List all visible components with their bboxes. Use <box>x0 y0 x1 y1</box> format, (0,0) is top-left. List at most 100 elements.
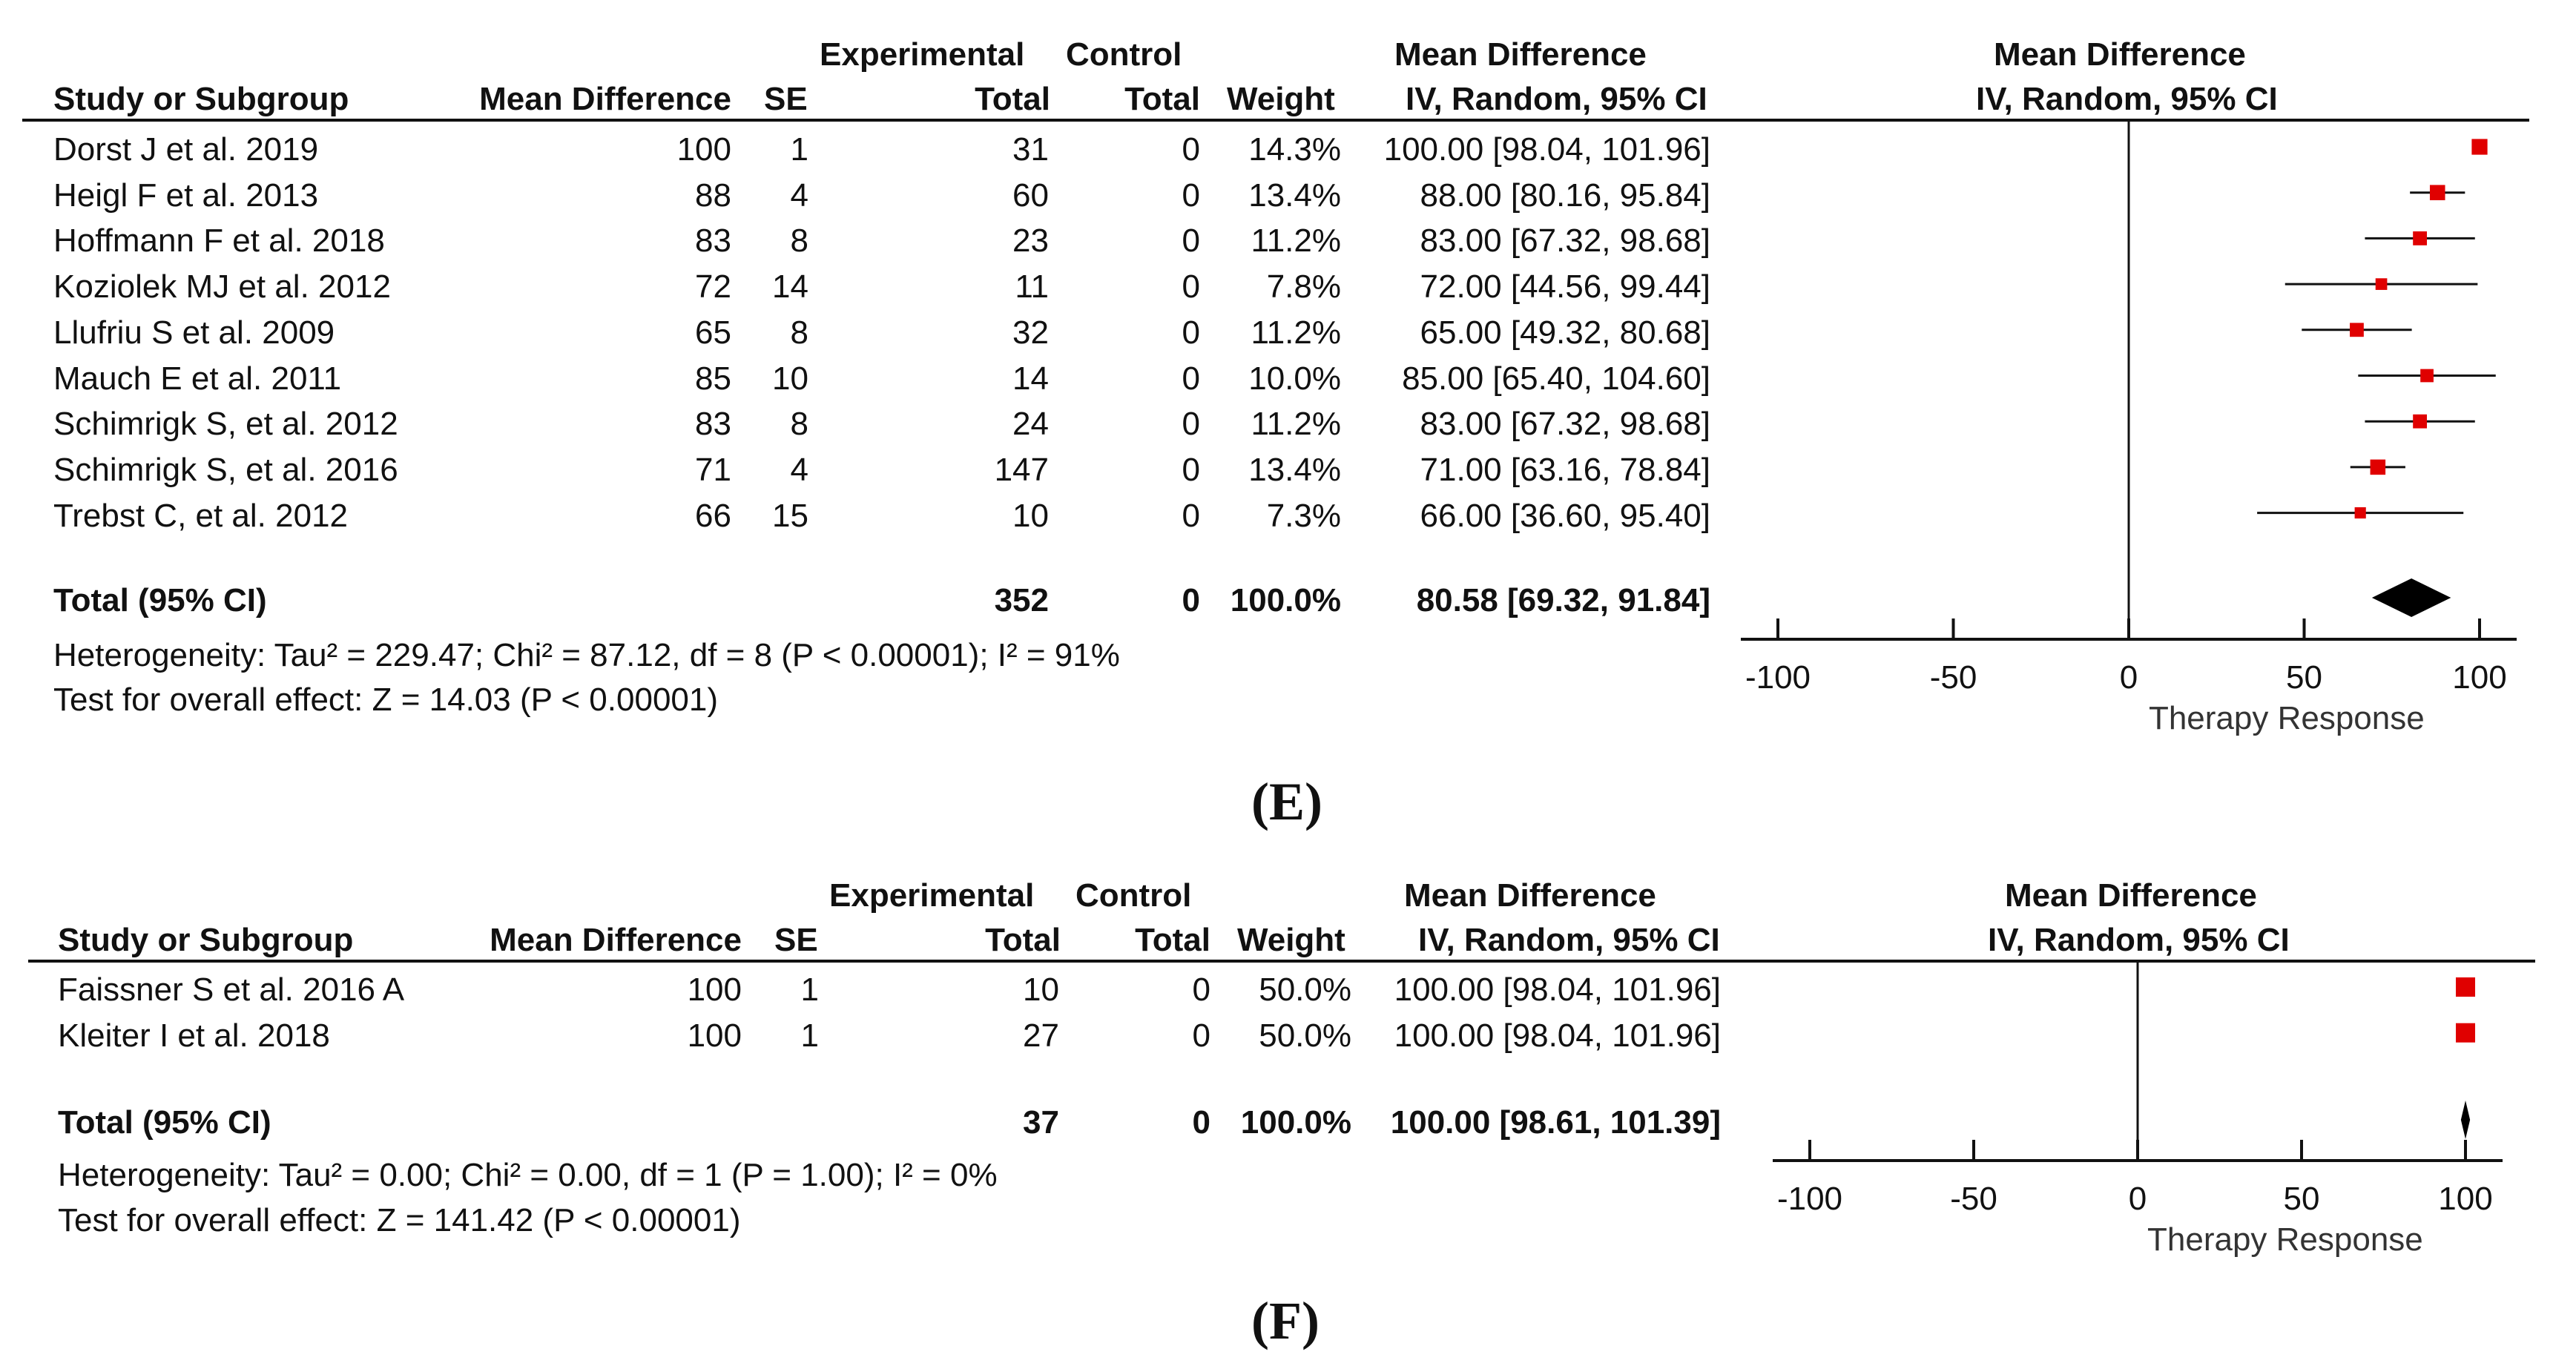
panel-label-e: (E) <box>1251 772 1322 831</box>
study-name: Koziolek MJ et al. 2012 <box>53 268 391 306</box>
header-ci-bottom: IV, Random, 95% CI <box>1418 922 1720 958</box>
study-se: 8 <box>790 222 808 260</box>
header-control: Control <box>1075 877 1192 914</box>
study-weight: 10.0% <box>1248 360 1341 397</box>
study-name: Dorst J et al. 2019 <box>53 131 319 168</box>
header-se: SE <box>764 81 808 117</box>
header-plot-bottom: IV, Random, 95% CI <box>1988 922 2290 958</box>
heterogeneity-text: Heterogeneity: Tau² = 0.00; Chi² = 0.00,… <box>58 1157 998 1193</box>
study-se: 8 <box>790 406 808 443</box>
study-ctl-total: 0 <box>1182 406 1200 443</box>
study-se: 10 <box>772 360 808 397</box>
study-ci: 100.00 [98.04, 101.96] <box>1394 971 1721 1008</box>
study-mean-difference: 100 <box>687 971 742 1008</box>
header-experimental: Experimental <box>820 36 1025 73</box>
total-exp: 37 <box>1023 1104 1059 1141</box>
study-ctl-total: 0 <box>1192 1017 1210 1054</box>
heterogeneity-text: Heterogeneity: Tau² = 229.47; Chi² = 87.… <box>53 637 1120 673</box>
study-ci: 85.00 [65.40, 104.60] <box>1402 360 1710 397</box>
total-ci: 80.58 [69.32, 91.84] <box>1416 582 1710 618</box>
overall-effect-text: Test for overall effect: Z = 141.42 (P <… <box>58 1202 741 1238</box>
study-mean-difference: 71 <box>695 451 731 488</box>
study-box <box>2350 323 2364 337</box>
study-ci: 71.00 [63.16, 78.84] <box>1420 451 1710 488</box>
forest-plot-graphic-e: -100 -50 0 50 100 Therapy Response <box>1741 120 2517 736</box>
study-box <box>2354 507 2366 519</box>
study-se: 4 <box>790 451 808 488</box>
x-tick-label: 0 <box>2120 659 2138 696</box>
study-name: Heigl F et al. 2013 <box>53 176 319 214</box>
x-axis-label: Therapy Response <box>2147 1221 2423 1258</box>
header-control: Control <box>1066 36 1182 73</box>
study-name: Hoffmann F et al. 2018 <box>53 222 385 260</box>
header-experimental: Experimental <box>829 877 1035 914</box>
study-mean-difference: 88 <box>695 176 731 214</box>
overall-effect-text: Test for overall effect: Z = 14.03 (P < … <box>53 682 719 718</box>
study-weight: 13.4% <box>1248 451 1341 488</box>
total-ctl: 0 <box>1192 1104 1210 1141</box>
x-tick-label: -100 <box>1745 659 1811 696</box>
study-ci: 83.00 [67.32, 98.68] <box>1420 222 1710 260</box>
study-exp-total: 10 <box>1012 497 1049 534</box>
study-exp-total: 23 <box>1012 222 1049 260</box>
study-name: Faissner S et al. 2016 A <box>58 971 405 1008</box>
x-tick-label: -50 <box>1950 1181 1997 1217</box>
study-ci: 66.00 [36.60, 95.40] <box>1420 497 1710 534</box>
study-exp-total: 60 <box>1012 176 1049 214</box>
study-box <box>2413 231 2427 245</box>
study-ctl-total: 0 <box>1192 971 1210 1008</box>
study-mean-difference: 100 <box>676 131 731 168</box>
header-ci-top: Mean Difference <box>1394 36 1647 73</box>
study-weight: 11.2% <box>1251 406 1342 443</box>
header-se: SE <box>774 922 818 958</box>
header-ctl-total: Total <box>1135 922 1210 958</box>
header-mean-difference: Mean Difference <box>490 922 742 958</box>
study-weight: 50.0% <box>1259 1017 1351 1054</box>
study-exp-total: 24 <box>1012 406 1049 443</box>
total-label: Total (95% CI) <box>53 582 267 618</box>
header-rule <box>28 960 2535 963</box>
total-weight: 100.0% <box>1230 582 1341 618</box>
study-ctl-total: 0 <box>1182 176 1200 214</box>
forest-plot-e: Experimental Control Mean Difference Mea… <box>22 36 2529 831</box>
study-box <box>2429 185 2445 200</box>
study-weight: 14.3% <box>1248 131 1341 168</box>
study-name: Mauch E et al. 2011 <box>53 360 342 397</box>
header-weight: Weight <box>1237 922 1345 958</box>
study-ctl-total: 0 <box>1182 131 1200 168</box>
total-ci: 100.00 [98.61, 101.39] <box>1390 1104 1721 1141</box>
study-se: 8 <box>790 314 808 351</box>
study-se: 1 <box>790 131 808 168</box>
x-tick-label: 100 <box>2452 659 2506 696</box>
total-weight: 100.0% <box>1240 1104 1351 1141</box>
study-name: Schimrigk S, et al. 2016 <box>53 451 398 488</box>
study-weight: 7.3% <box>1266 497 1341 534</box>
study-box <box>2455 977 2476 997</box>
study-mean-difference: 100 <box>687 1017 742 1054</box>
study-box <box>2375 278 2388 290</box>
header-study: Study or Subgroup <box>53 81 349 117</box>
study-se: 1 <box>800 971 819 1008</box>
study-weight: 11.2% <box>1251 222 1342 260</box>
study-se: 1 <box>800 1017 819 1054</box>
study-name: Schimrigk S, et al. 2012 <box>53 406 398 443</box>
header-ci-bottom: IV, Random, 95% CI <box>1406 81 1707 117</box>
study-exp-total: 32 <box>1012 314 1049 351</box>
total-exp: 352 <box>994 582 1049 618</box>
study-se: 14 <box>772 268 808 306</box>
study-exp-total: 14 <box>1012 360 1049 397</box>
study-exp-total: 31 <box>1012 131 1049 168</box>
study-mean-difference: 83 <box>695 222 731 260</box>
study-box <box>2471 139 2488 155</box>
header-ctl-total: Total <box>1124 81 1200 117</box>
study-weight: 50.0% <box>1259 971 1351 1008</box>
x-tick-label: 100 <box>2438 1181 2492 1217</box>
total-diamond <box>2460 1101 2471 1139</box>
header-plot-top: Mean Difference <box>1994 36 2246 73</box>
total-ctl: 0 <box>1182 582 1200 618</box>
study-mean-difference: 65 <box>695 314 731 351</box>
study-ci: 88.00 [80.16, 95.84] <box>1420 176 1710 214</box>
study-name: Llufriu S et al. 2009 <box>53 314 335 351</box>
study-ctl-total: 0 <box>1182 268 1200 306</box>
